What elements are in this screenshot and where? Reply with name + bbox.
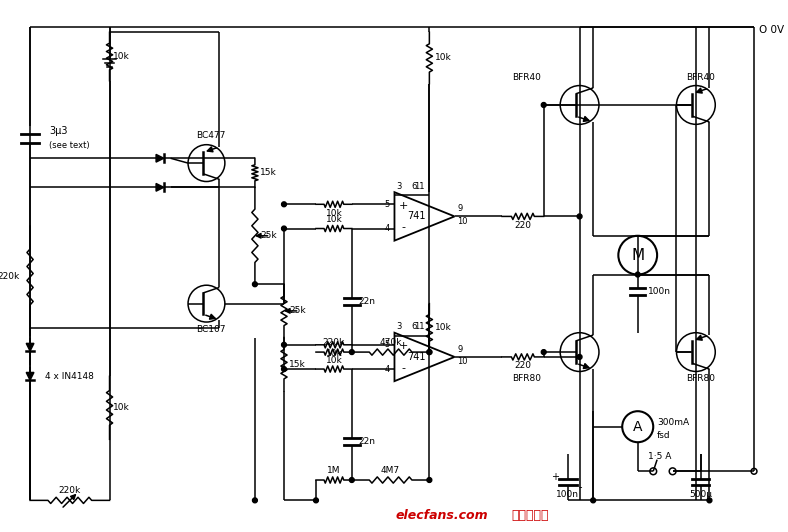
Circle shape — [577, 214, 582, 219]
Text: -: - — [401, 222, 405, 232]
Text: O 0V: O 0V — [759, 24, 784, 35]
Circle shape — [252, 498, 258, 503]
Text: fsd: fsd — [657, 431, 671, 440]
Text: 电子发烧友: 电子发烧友 — [511, 509, 549, 522]
Circle shape — [707, 498, 712, 503]
Text: 1M: 1M — [327, 466, 340, 475]
Text: 100n: 100n — [556, 490, 579, 499]
Text: 220: 220 — [515, 221, 531, 230]
Text: 10k: 10k — [325, 349, 342, 358]
Text: 300mA: 300mA — [657, 418, 690, 427]
Text: 5: 5 — [385, 340, 389, 350]
Text: BFR40: BFR40 — [686, 73, 716, 82]
Text: 6: 6 — [411, 182, 417, 191]
Text: 9: 9 — [458, 345, 463, 354]
Polygon shape — [26, 372, 34, 380]
Text: 4M7: 4M7 — [381, 466, 400, 475]
Polygon shape — [156, 184, 164, 191]
Polygon shape — [26, 343, 34, 351]
Text: 4: 4 — [385, 364, 389, 373]
Circle shape — [281, 367, 286, 371]
Text: 3: 3 — [396, 322, 402, 331]
Text: 100n: 100n — [648, 287, 671, 296]
Text: 25k: 25k — [289, 306, 306, 315]
Text: 470k: 470k — [379, 338, 402, 347]
Text: 10k: 10k — [325, 209, 342, 218]
Text: 10: 10 — [458, 217, 468, 226]
Text: M: M — [631, 248, 645, 263]
Text: -: - — [579, 482, 582, 492]
Text: BC107: BC107 — [196, 325, 226, 334]
Text: 11: 11 — [414, 322, 425, 331]
Text: 5: 5 — [385, 200, 389, 209]
Circle shape — [281, 202, 286, 207]
Text: 220: 220 — [515, 361, 531, 370]
Text: 741: 741 — [407, 352, 426, 362]
Text: 220k: 220k — [0, 272, 20, 281]
Circle shape — [281, 226, 286, 231]
Text: 10k: 10k — [325, 356, 342, 365]
Text: BFR80: BFR80 — [686, 374, 716, 383]
Text: elecfans.com: elecfans.com — [396, 509, 488, 522]
Text: 22n: 22n — [359, 297, 376, 306]
Circle shape — [427, 478, 432, 483]
Circle shape — [591, 498, 596, 503]
Text: 22n: 22n — [359, 437, 376, 446]
Text: +: + — [399, 341, 408, 351]
Text: 6: 6 — [411, 322, 417, 331]
Text: +: + — [399, 201, 408, 211]
Text: 25k: 25k — [260, 231, 277, 240]
Text: (see text): (see text) — [50, 141, 90, 150]
Text: 4: 4 — [385, 224, 389, 233]
Circle shape — [314, 498, 318, 503]
Circle shape — [349, 350, 355, 354]
Text: 220k: 220k — [58, 486, 81, 495]
Circle shape — [541, 103, 546, 107]
Circle shape — [541, 350, 546, 354]
Circle shape — [577, 354, 582, 359]
Text: 10k: 10k — [113, 403, 129, 412]
Circle shape — [349, 478, 355, 483]
Circle shape — [427, 350, 432, 354]
Text: 15k: 15k — [289, 360, 306, 369]
Circle shape — [427, 350, 432, 354]
Polygon shape — [156, 154, 164, 162]
Text: 11: 11 — [414, 182, 425, 191]
Circle shape — [635, 272, 640, 277]
Circle shape — [281, 343, 286, 347]
Text: 500µ: 500µ — [690, 490, 712, 499]
Text: 15k: 15k — [260, 168, 277, 177]
Circle shape — [252, 282, 258, 287]
Text: 1·5 A: 1·5 A — [649, 452, 671, 461]
Text: 10k: 10k — [434, 323, 452, 332]
Text: 9: 9 — [458, 204, 463, 213]
Text: BC477: BC477 — [197, 131, 226, 140]
Text: BFR40: BFR40 — [512, 73, 541, 82]
Text: 10k: 10k — [325, 215, 342, 225]
Text: 10k: 10k — [113, 52, 129, 61]
Text: 3: 3 — [396, 182, 402, 191]
Text: +: + — [552, 472, 559, 482]
Text: 4 x IN4148: 4 x IN4148 — [45, 372, 94, 381]
Text: 10k: 10k — [434, 53, 452, 62]
Text: 10: 10 — [458, 358, 468, 366]
Text: 741: 741 — [407, 211, 426, 221]
Text: 3µ3: 3µ3 — [50, 126, 68, 136]
Text: BFR80: BFR80 — [511, 374, 541, 383]
Text: -: - — [401, 363, 405, 373]
Text: A: A — [633, 420, 642, 434]
Text: 220k: 220k — [323, 338, 345, 347]
